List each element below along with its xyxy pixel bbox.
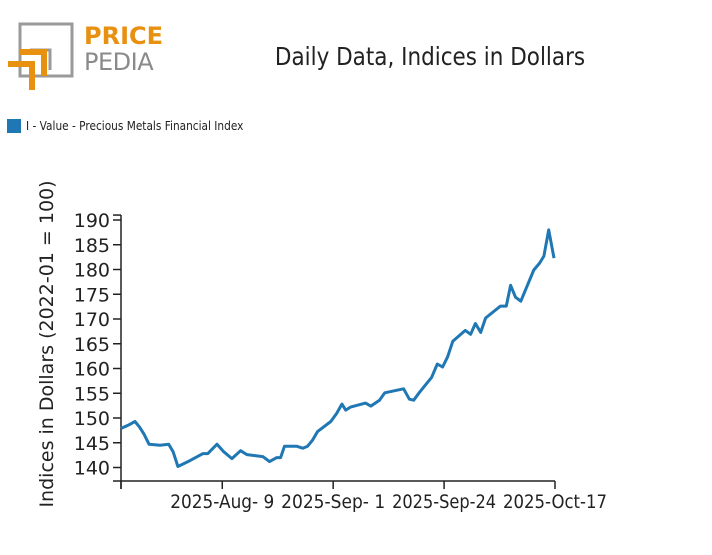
y-tick-label: 145: [74, 433, 110, 455]
series-line[interactable]: [120, 228, 556, 468]
legend-swatch[interactable]: [7, 119, 21, 133]
logo-pedia-text: PEDIA: [84, 48, 154, 76]
y-tick-label: 190: [74, 210, 110, 232]
x-tick-label: 2025-Oct-17: [503, 491, 607, 513]
y-tick-label: 185: [74, 235, 110, 257]
y-tick-label: 180: [74, 260, 110, 282]
legend-label[interactable]: I - Value - Precious Metals Financial In…: [26, 119, 244, 133]
y-tick-label: 170: [74, 309, 110, 331]
x-tick-label: 2025-Sep-24: [392, 491, 496, 513]
x-axis: 2025-Aug- 9 2025-Sep- 1 2025-Sep-24 2025-Oc…: [113, 480, 607, 513]
logo-mark-icon: [8, 22, 74, 90]
y-tick-label: 165: [74, 334, 110, 356]
legend: I - Value - Precious Metals Financial In…: [7, 119, 273, 133]
logo-price-text: PRICE: [84, 22, 164, 50]
chart-title: Daily Data, Indices in Dollars: [274, 42, 586, 71]
x-tick-label: 2025-Aug- 9: [170, 491, 274, 513]
y-axis-title: Indices in Dollars (2022-01 = 100): [36, 180, 58, 507]
pricepedia-logo: PRICE PEDIA: [6, 20, 166, 95]
x-tick-label: 2025-Sep- 1: [281, 491, 385, 513]
y-tick-label: 175: [74, 284, 110, 306]
y-tick-label: 140: [74, 458, 110, 480]
logo-wordmark: PRICE PEDIA: [84, 24, 163, 74]
y-tick-label: 155: [74, 383, 110, 405]
y-tick-label: 150: [74, 408, 110, 430]
y-tick-label: 160: [74, 359, 110, 381]
